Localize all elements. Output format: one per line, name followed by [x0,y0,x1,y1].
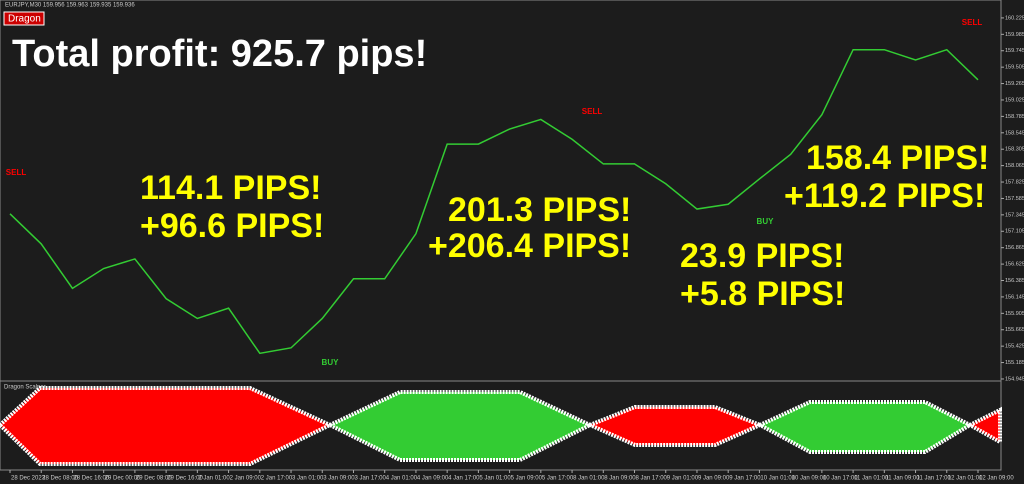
indicator-band [965,406,1002,446]
y-tick-label: 157.105 [1005,229,1024,235]
indicator-button-label[interactable]: Dragon [8,14,41,25]
x-tick-label: 5 Jan 01:00 [479,476,511,482]
x-tick-label: 4 Jan 01:00 [386,476,418,482]
x-tick-label: 8 Jan 17:00 [636,476,668,482]
y-tick-label: 156.625 [1005,262,1024,268]
signal-label: SELL [962,18,983,27]
x-tick-label: 3 Jan 09:00 [323,476,355,482]
x-tick-label: 2 Jan 17:00 [261,476,293,482]
x-tick-label: 12 Jan 01:00 [948,476,983,482]
y-tick-label: 158.785 [1005,114,1024,120]
x-tick-label: 29 Dec 08:00 [136,476,172,482]
y-tick-label: 157.825 [1005,179,1024,185]
y-tick-label: 156.385 [1005,278,1024,284]
x-tick-label: 12 Jan 09:00 [979,476,1014,482]
y-tick-label: 159.985 [1005,32,1024,38]
x-tick-label: 11 Jan 09:00 [885,476,920,482]
y-tick-label: 155.425 [1005,344,1024,350]
y-tick-label: 157.345 [1005,212,1024,218]
y-tick-label: 159.025 [1005,97,1024,103]
x-tick-label: 4 Jan 17:00 [448,476,480,482]
x-tick-label: 4 Jan 09:00 [417,476,449,482]
pips-annotation: +5.8 PIPS! [680,275,845,313]
y-tick-label: 155.185 [1005,360,1024,366]
x-tick-label: 5 Jan 17:00 [542,476,574,482]
x-tick-label: 28 Dec 2023 [11,476,46,482]
x-tick-label: 9 Jan 01:00 [667,476,699,482]
x-tick-label: 10 Jan 01:00 [760,476,795,482]
x-tick-label: 29 Dec 16:00 [167,476,203,482]
signal-label: SELL [6,168,27,177]
x-tick-label: 2 Jan 01:00 [198,476,230,482]
y-tick-label: 154.945 [1005,376,1024,382]
indicator-button[interactable] [3,11,45,26]
x-tick-label: 28 Dec 08:00 [42,476,78,482]
frame [0,0,1002,471]
x-tick-label: 9 Jan 09:00 [698,476,730,482]
y-tick-label: 158.545 [1005,130,1024,136]
y-tick-label: 159.745 [1005,48,1024,54]
y-tick-label: 158.065 [1005,163,1024,169]
y-tick-label: 157.585 [1005,196,1024,202]
x-tick-label: 5 Jan 09:00 [511,476,543,482]
pips-annotation: +119.2 PIPS! [784,177,985,215]
y-tick-label: 158.305 [1005,147,1024,153]
x-tick-label: 9 Jan 17:00 [729,476,761,482]
x-tick-label: 28 Dec 16:00 [73,476,109,482]
x-tick-label: 8 Jan 01:00 [573,476,605,482]
total-profit: Total profit: 925.7 pips! [12,33,427,75]
pips-annotation: 114.1 PIPS! [140,169,321,207]
pips-annotation: +96.6 PIPS! [140,207,324,245]
x-tick-label: 29 Dec 00:00 [105,476,141,482]
y-tick-label: 160.225 [1005,15,1024,21]
y-tick-label: 159.265 [1005,81,1024,87]
signal-label: BUY [757,217,775,226]
y-tick-label: 156.865 [1005,245,1024,251]
x-tick-label: 2 Jan 09:00 [230,476,262,482]
signal-label: SELL [582,107,603,116]
x-tick-label: 11 Jan 01:00 [854,476,889,482]
x-tick-label: 10 Jan 17:00 [823,476,858,482]
x-tick-label: 3 Jan 17:00 [354,476,386,482]
x-tick-label: 10 Jan 09:00 [792,476,827,482]
indicator-band [584,405,766,447]
symbol-info: EURJPY,M30 159.956 159.963 159.935 159.9… [5,3,135,9]
x-tick-label: 11 Jan 17:00 [917,476,952,482]
x-tick-label: 3 Jan 01:00 [292,476,324,482]
price-line [9,48,979,355]
y-tick-label: 155.665 [1005,327,1024,333]
indicator-name: Dragon Scalper [4,385,46,391]
y-tick-label: 159.505 [1005,65,1024,71]
y-tick-label: 156.145 [1005,294,1024,300]
pips-annotation: +206.4 PIPS! [428,227,631,265]
indicator [0,386,1002,466]
y-tick-label: 155.905 [1005,311,1024,317]
x-tick-label: 8 Jan 09:00 [604,476,636,482]
pips-annotation: 158.4 PIPS! [806,139,989,177]
signal-label: BUY [322,358,340,367]
pips-annotation: 201.3 PIPS! [448,191,631,229]
pips-annotation: 23.9 PIPS! [680,237,844,275]
